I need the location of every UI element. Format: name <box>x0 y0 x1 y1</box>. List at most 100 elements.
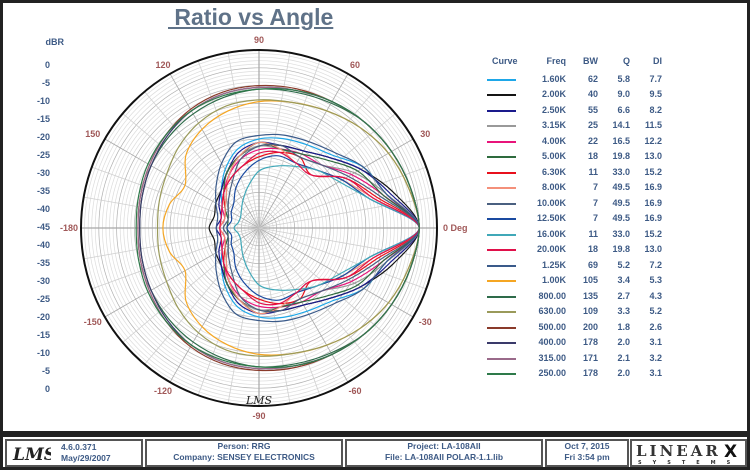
radial-tick-label: -15 <box>37 330 50 340</box>
legend-freq: 16.00K <box>536 228 566 239</box>
grid-spoke <box>258 227 291 404</box>
legend-bw: 69 <box>587 259 598 270</box>
legend-di: 16.9 <box>644 182 662 192</box>
legend-row: 12.50K 7 49.5 16.9 <box>482 211 682 227</box>
legend-swatch <box>487 171 516 174</box>
angle-label: 60 <box>350 60 360 70</box>
legend-bw: 18 <box>587 151 598 161</box>
radial-tick-label: 0 <box>45 60 50 70</box>
radial-tick-label: -5 <box>42 366 50 376</box>
grid-spoke <box>258 166 427 229</box>
legend-row: 1.60K 62 5.8 7.7 <box>482 72 682 88</box>
legend-header-q: Q <box>622 56 630 66</box>
legend-freq: 2.00K <box>541 89 566 99</box>
legend-swatch <box>487 187 516 189</box>
legend-bw: 11 <box>588 166 598 177</box>
legend-swatch <box>487 326 516 329</box>
legend-di: 16.9 <box>644 197 662 208</box>
legend-row: 2.00K 40 9.0 9.5 <box>482 87 682 103</box>
file-text: File: LA-108AII POLAR-1.1.lib <box>384 452 504 462</box>
legend-row: 630.00 109 3.3 5.2 <box>482 304 682 320</box>
radial-tick-label: -40 <box>37 204 50 214</box>
legend-header-freq: Freq <box>546 56 566 66</box>
radial-tick-label: -45 <box>37 222 50 232</box>
legend-row: 500.00 200 1.8 2.6 <box>482 320 682 336</box>
legend-row: 10.00K 7 49.5 16.9 <box>482 196 682 212</box>
time-text: Fri 3:54 pm <box>564 452 610 462</box>
footer-project-box: Project: LA-108AII File: LA-108AII POLAR… <box>345 439 543 467</box>
grid-spoke <box>258 227 321 396</box>
legend-q: 33.0 <box>612 166 630 177</box>
footer-person-box: Person: RRG Company: SENSEY ELECTRONICS <box>145 439 343 467</box>
legend-q: 2.0 <box>617 368 630 378</box>
legend-freq: 400.00 <box>538 337 566 347</box>
radial-tick-label: -40 <box>37 240 50 250</box>
legend-q: 2.7 <box>617 290 630 301</box>
legend-row: 1.25K 69 5.2 7.2 <box>482 258 682 274</box>
radial-tick-label: -30 <box>37 276 50 286</box>
legend-bw: 7 <box>592 197 598 208</box>
legend-di: 5.2 <box>649 306 662 316</box>
legend-swatch <box>487 125 516 127</box>
legend-swatch <box>487 109 516 112</box>
legend-swatch <box>487 78 516 81</box>
legend-di: 15.2 <box>644 166 662 177</box>
legend-q: 2.0 <box>617 337 630 347</box>
lms-watermark: LMS <box>245 394 273 407</box>
legend-bw: 62 <box>587 73 598 84</box>
legend-freq: 1.25K <box>541 259 566 270</box>
grid-spoke <box>227 227 260 404</box>
grid-spoke <box>197 227 260 396</box>
legend-swatch <box>487 280 516 282</box>
legend: Curve Freq BW Q DI 1.60K 62 5.8 7.7 2.00K 40 9… <box>482 56 682 382</box>
legend-q: 5.8 <box>617 73 630 84</box>
radial-tick-label: 0 <box>45 384 50 394</box>
angle-label: 0 Deg <box>443 223 468 233</box>
legend-bw: 109 <box>582 306 598 316</box>
radial-tick-label: -35 <box>37 186 50 196</box>
grid-spoke <box>258 196 435 229</box>
legend-row: 250.00 178 2.0 3.1 <box>482 366 682 382</box>
svg-text:LINEAR: LINEAR <box>636 442 721 460</box>
grid-spoke <box>227 52 260 229</box>
legend-bw: 105 <box>582 275 598 285</box>
legend-swatch <box>487 140 516 143</box>
grid-spoke <box>258 227 427 290</box>
legend-bw: 11 <box>588 228 598 239</box>
legend-swatch <box>487 373 516 375</box>
date-text: Oct 7, 2015 <box>564 441 610 451</box>
legend-di: 7.7 <box>649 73 662 84</box>
legend-bw: 25 <box>587 120 598 130</box>
legend-row: 2.50K 55 6.6 8.2 <box>482 103 682 119</box>
legend-swatch <box>487 357 516 360</box>
legend-freq: 20.00K <box>536 244 566 254</box>
grid-spoke <box>258 113 396 229</box>
legend-q: 49.5 <box>612 213 630 223</box>
curve-10.00K <box>222 143 420 313</box>
grid-spoke <box>197 60 260 229</box>
footer-brand-box: LINEAR X SYSTEMS <box>630 439 747 467</box>
legend-row: 16.00K 11 33.0 15.2 <box>482 227 682 243</box>
radial-axis-label: dBR <box>46 37 65 47</box>
legend-freq: 4.00K <box>541 135 566 146</box>
curve-16.00K <box>233 165 420 291</box>
grid-spoke <box>258 227 414 318</box>
radial-tick-label: -10 <box>37 348 50 358</box>
outer-circle <box>80 49 438 407</box>
curve-20.00K <box>219 150 420 306</box>
linearx-logo: LINEAR X SYSTEMS <box>636 442 737 465</box>
legend-bw: 171 <box>582 352 598 363</box>
legend-freq: 8.00K <box>541 182 566 192</box>
project-text: Project: LA-108AII <box>407 441 481 451</box>
legend-q: 3.4 <box>617 275 630 285</box>
legend-q: 2.1 <box>617 352 630 363</box>
legend-q: 49.5 <box>612 182 630 192</box>
legend-header-di: DI <box>653 56 662 66</box>
grid-spoke <box>258 227 396 343</box>
legend-header-curve: Curve <box>492 56 518 66</box>
legend-q: 1.8 <box>617 321 630 332</box>
build-date-text: May/29/2007 <box>61 453 111 463</box>
legend-freq: 12.50K <box>536 213 566 223</box>
legend-bw: 200 <box>582 321 598 332</box>
legend-row: 400.00 178 2.0 3.1 <box>482 335 682 351</box>
